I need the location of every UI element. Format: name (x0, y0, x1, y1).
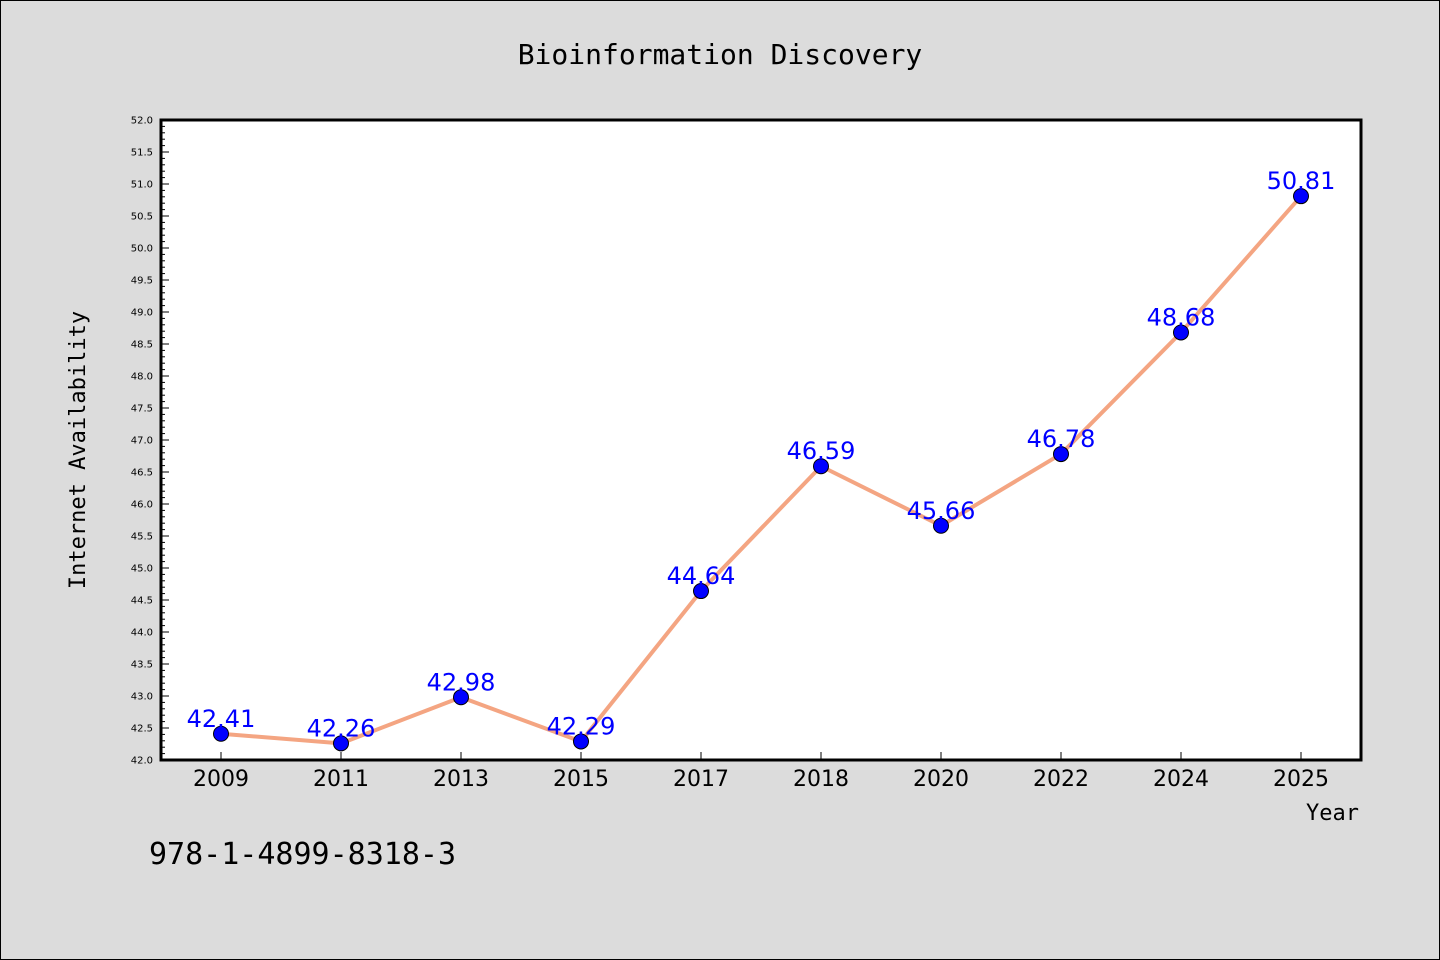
data-label: 46.59 (787, 437, 856, 465)
y-tick-label: 49.5 (131, 276, 153, 287)
x-tick-label: 2025 (1273, 767, 1329, 792)
y-tick-label: 48.5 (131, 340, 153, 351)
y-tick-label: 44.5 (131, 596, 153, 607)
data-label: 42.29 (547, 712, 616, 740)
plot-area (159, 118, 1363, 762)
isbn-footer: 978-1-4899-8318-3 (149, 837, 456, 872)
y-tick-label: 47.5 (131, 404, 153, 415)
data-point (213, 725, 229, 742)
y-tick-label: 46.0 (131, 500, 153, 511)
series-layer: 42.41 42.26 42.98 42.29 44.64 46.59 45.66 46.78… (187, 167, 1336, 752)
data-point (1053, 446, 1069, 463)
y-tick-label: 51.5 (131, 148, 153, 159)
y-tick-label: 42.5 (131, 724, 153, 735)
data-point (573, 733, 589, 750)
x-tick-label: 2020 (913, 767, 969, 792)
y-tick-label: 45.5 (131, 532, 153, 543)
data-point (1293, 188, 1309, 205)
data-point (933, 517, 949, 534)
y-tick-label: 43.0 (131, 692, 153, 703)
data-label: 50.81 (1267, 167, 1336, 195)
data-label: 42.26 (307, 714, 376, 742)
data-label: 46.78 (1027, 425, 1096, 453)
data-point (1173, 324, 1189, 341)
y-tick-label: 45.0 (131, 564, 153, 575)
data-point (693, 583, 709, 600)
data-label: 45.66 (907, 497, 976, 525)
data-label: 42.98 (427, 668, 496, 696)
y-tick-label: 52.0 (131, 116, 153, 127)
x-axis-label: Year (1306, 801, 1359, 826)
data-label: 44.64 (667, 562, 736, 590)
y-tick-label: 46.5 (131, 468, 153, 479)
y-tick-label: 50.0 (131, 244, 153, 255)
chart-title: Bioinformation Discovery (518, 38, 923, 71)
y-tick-label: 50.5 (131, 212, 153, 223)
y-tick-label: 44.0 (131, 628, 153, 639)
y-tick-label: 48.0 (131, 372, 153, 383)
y-tick-label: 51.0 (131, 180, 153, 191)
y-tick-label: 43.5 (131, 660, 153, 671)
x-axis: 2009 2011 2013 2015 2017 2018 2020 2022 2024 2025 (193, 752, 1329, 792)
y-axis-label: Internet Availability (66, 311, 91, 589)
x-tick-label: 2015 (553, 767, 609, 792)
series-line (220, 194, 1303, 746)
x-tick-label: 2011 (313, 767, 369, 792)
data-point (813, 458, 829, 475)
y-tick-label: 47.0 (131, 436, 153, 447)
x-tick-label: 2013 (433, 767, 489, 792)
y-tick-label: 42.0 (131, 756, 153, 767)
x-tick-label: 2022 (1033, 767, 1089, 792)
y-tick-label: 49.0 (131, 308, 153, 319)
x-tick-label: 2017 (673, 767, 729, 792)
y-axis: 42.0 42.5 43.0 43.5 44.0 44.5 45.0 45.5 46.0 46.5… (131, 116, 169, 767)
x-tick-label: 2018 (793, 767, 849, 792)
x-tick-label: 2024 (1153, 767, 1209, 792)
data-point (333, 735, 349, 752)
data-point (453, 689, 469, 706)
data-label: 42.41 (187, 705, 256, 733)
x-tick-label: 2009 (193, 767, 249, 792)
data-label: 48.68 (1147, 303, 1216, 331)
